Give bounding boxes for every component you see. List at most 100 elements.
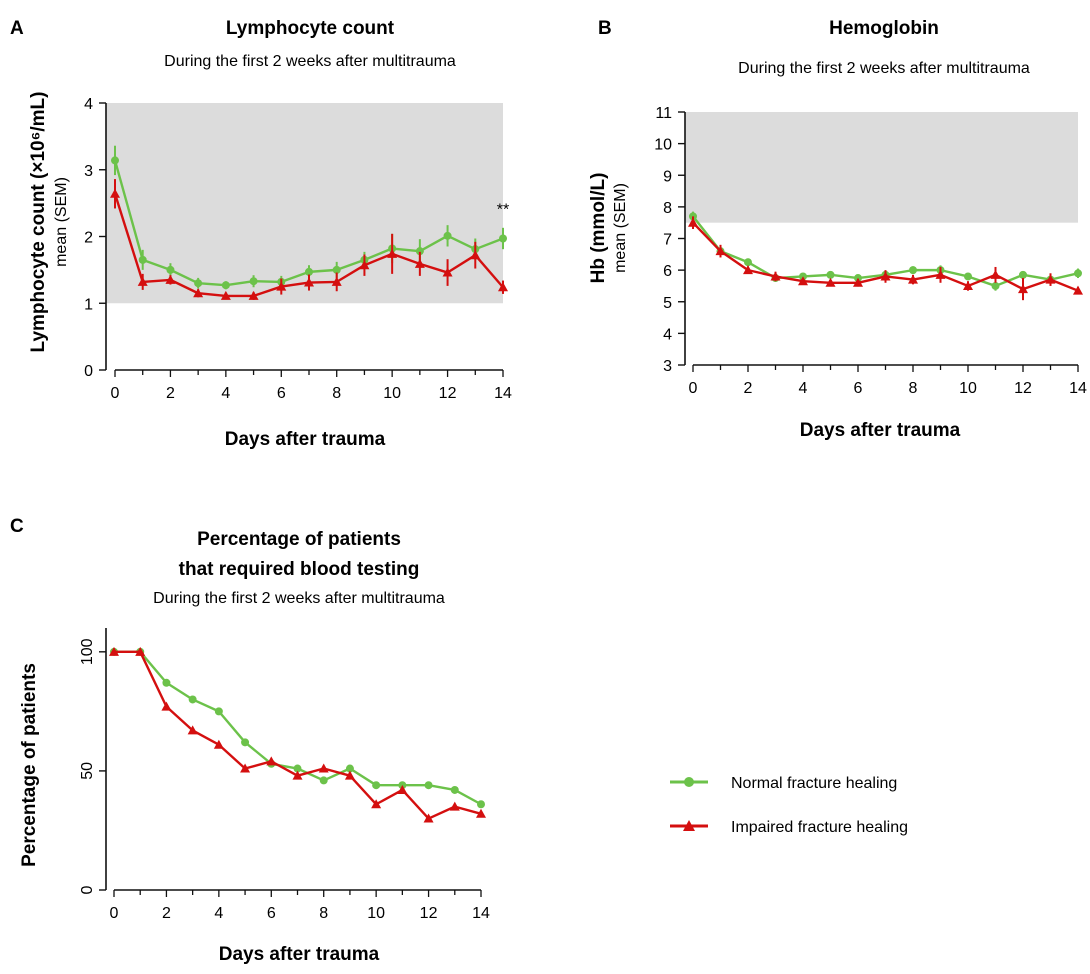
panel-b-normal-point <box>826 270 835 279</box>
panel-b-y-tick-label: 4 <box>663 326 672 343</box>
panel-a-normal-point <box>249 277 258 286</box>
legend-normal-marker <box>684 777 694 787</box>
legend-impaired-marker <box>683 820 695 831</box>
panel-b-impaired-point <box>770 271 781 281</box>
panel-a-normal-point <box>415 247 424 256</box>
panel-b-impaired-point <box>825 277 836 287</box>
panel-a-normal-point <box>443 231 452 240</box>
panel-a-annotation: ** <box>497 201 509 218</box>
panel-c-impaired-point <box>109 646 119 656</box>
panel-b-x-tick-label: 2 <box>744 380 753 397</box>
panel-a-impaired-point <box>414 258 425 268</box>
panel-a-impaired-point <box>498 282 508 292</box>
panel-c-normal-point <box>450 785 459 794</box>
panel-b: B Hemoglobin During the first 2 weeks af… <box>588 18 1087 441</box>
panel-c-normal-point <box>345 764 354 773</box>
panel-c-x-tick-label: 14 <box>472 905 490 922</box>
panel-c: C Percentage of patients that required b… <box>10 516 490 965</box>
panel-c-impaired-point <box>292 770 303 780</box>
panel-b-x-tick-label: 8 <box>909 380 918 397</box>
panel-b-normal-point <box>909 266 917 275</box>
panel-b-normal-point <box>1019 270 1027 279</box>
panel-c-impaired-point <box>371 799 382 809</box>
panel-b-x-tick-label: 0 <box>689 380 698 397</box>
panel-c-subtitle: During the first 2 weeks after multitrau… <box>153 590 445 607</box>
panel-a: A Lymphocyte count During the first 2 we… <box>10 18 512 450</box>
panel-b-x-tick-label: 6 <box>854 380 863 397</box>
panel-b-impaired-point <box>715 246 726 256</box>
panel-c-impaired-point <box>476 808 486 818</box>
panel-b-impaired-point <box>935 269 946 279</box>
panel-a-x-tick-label: 10 <box>383 385 401 402</box>
panel-c-x-tick-label: 8 <box>319 905 328 922</box>
panel-a-ylabel-sub: mean (SEM) <box>53 177 70 267</box>
panel-b-title: Hemoglobin <box>829 18 939 39</box>
panel-c-impaired-point <box>213 739 224 749</box>
panel-a-x-tick-label: 8 <box>332 385 341 402</box>
panel-a-letter: A <box>10 18 24 39</box>
panel-b-impaired-point <box>1018 284 1028 294</box>
panel-c-impaired-point <box>423 813 434 823</box>
panel-a-impaired-point <box>165 274 176 284</box>
panel-a-normal-point <box>332 265 341 274</box>
panel-a-x-tick-label: 6 <box>277 385 286 402</box>
panel-a-impaired-point <box>276 281 287 291</box>
panel-c-x-tick-label: 6 <box>267 905 276 922</box>
panel-c-x-tick-label: 10 <box>367 905 385 922</box>
panel-a-x-tick-label: 2 <box>166 385 175 402</box>
panel-a-ylabel: Lymphocyte count (×10⁶/mL) <box>28 92 49 353</box>
panel-b-y-tick-label: 6 <box>663 263 672 280</box>
panel-c-ylabel: Percentage of patients <box>19 663 40 867</box>
panel-a-normal-point <box>166 265 175 274</box>
panel-b-x-tick-label: 4 <box>799 380 808 397</box>
panel-a-impaired-point <box>470 250 481 260</box>
panel-a-y-tick-label: 0 <box>84 363 93 380</box>
panel-c-normal-point <box>424 781 433 790</box>
panel-b-impaired-point <box>990 269 1001 279</box>
panel-c-normal-point <box>162 678 171 687</box>
panel-b-normal-point <box>964 272 972 281</box>
panel-c-y-tick-label: 50 <box>79 762 96 780</box>
panel-c-normal-point <box>188 695 197 704</box>
panel-a-y-tick-label: 4 <box>84 96 93 113</box>
panel-a-impaired-point <box>193 288 204 298</box>
panel-a-impaired-point <box>137 276 148 286</box>
panel-c-title-line2: that required blood testing <box>179 559 420 580</box>
panel-b-impaired-point <box>880 271 891 281</box>
legend-impaired-label: Impaired fracture healing <box>731 819 908 836</box>
panel-a-impaired-point <box>220 290 231 300</box>
panel-a-impaired-point <box>387 248 398 258</box>
panel-c-x-tick-label: 12 <box>420 905 438 922</box>
panel-b-x-tick-label: 12 <box>1014 380 1032 397</box>
panel-c-impaired-point <box>187 725 198 735</box>
panel-b-letter: B <box>598 18 612 39</box>
panel-b-normal-point <box>1074 269 1082 278</box>
panel-c-impaired-point <box>240 763 251 773</box>
panel-a-normal-point <box>499 234 507 243</box>
panel-b-y-tick-label: 8 <box>663 200 672 217</box>
panel-a-normal-point <box>221 281 230 290</box>
panel-a-x-tick-label: 14 <box>494 385 512 402</box>
panel-a-impaired-point <box>331 276 342 286</box>
panel-c-normal-point <box>372 781 381 790</box>
panel-a-impaired-point <box>442 267 453 277</box>
panel-c-title-line1: Percentage of patients <box>197 529 401 550</box>
panel-b-y-tick-label: 7 <box>663 232 672 249</box>
panel-b-impaired-point <box>1073 285 1083 295</box>
panel-b-normal-point <box>991 281 1000 290</box>
panel-c-impaired-point <box>344 770 355 780</box>
panel-a-title: Lymphocyte count <box>226 18 395 39</box>
panel-c-impaired-point <box>135 646 146 656</box>
panel-c-normal-line <box>114 650 482 806</box>
panel-b-impaired-point <box>798 276 808 286</box>
panel-c-impaired-point <box>318 763 329 773</box>
panel-c-impaired-line <box>114 650 482 820</box>
panel-b-y-tick-label: 11 <box>655 105 672 122</box>
panel-c-normal-point <box>293 764 302 773</box>
panel-a-normal-point <box>305 267 313 276</box>
panel-b-impaired-point <box>853 277 863 287</box>
panel-a-normal-point <box>138 255 147 264</box>
panel-c-normal-point <box>477 800 485 809</box>
legend: Normal fracture healing Impaired fractur… <box>670 775 908 836</box>
